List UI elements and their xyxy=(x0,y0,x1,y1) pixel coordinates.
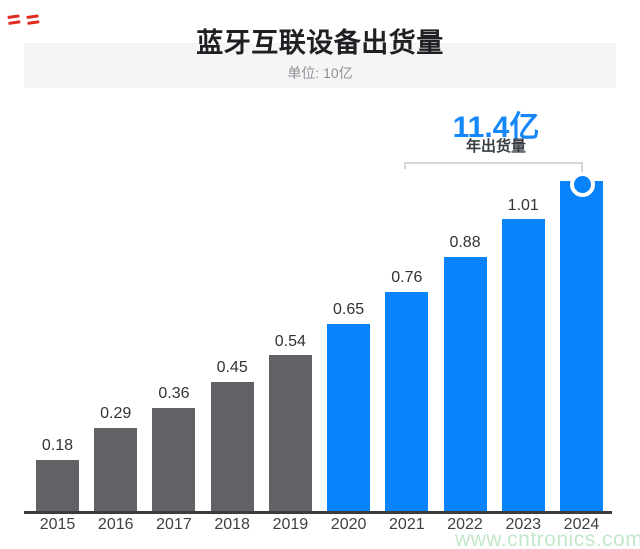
bar-2022 xyxy=(443,256,487,512)
bar-2017 xyxy=(152,407,196,512)
chart-unit-subtitle: 单位: 10亿 xyxy=(287,65,353,81)
bar-2023 xyxy=(501,219,545,512)
x-tick-label-2020: 2020 xyxy=(330,516,367,533)
x-tick-label-2017: 2017 xyxy=(156,516,192,533)
x-tick-label-2019: 2019 xyxy=(272,516,309,533)
bar-value-label-2018: 0.45 xyxy=(216,359,248,376)
x-tick-label-2023: 2023 xyxy=(505,516,542,533)
x-tick-label-2016: 2016 xyxy=(97,516,134,533)
callout-leader-tick-left xyxy=(404,162,406,169)
title-band xyxy=(24,43,616,88)
x-tick-label-2022: 2022 xyxy=(447,516,483,533)
highlight-dot-marker xyxy=(570,172,595,197)
bar-2024 xyxy=(559,181,603,512)
bar-2021 xyxy=(385,291,429,512)
callout-value: 11.4亿 xyxy=(452,111,540,144)
bar-value-label-2019: 0.54 xyxy=(274,332,306,350)
x-tick-label-2015: 2015 xyxy=(39,516,76,533)
bar-value-label-2021: 0.76 xyxy=(391,269,423,287)
x-tick-label-2018: 2018 xyxy=(214,516,250,533)
bar-2015 xyxy=(36,459,79,512)
bar-value-label-2015: 0.18 xyxy=(41,437,74,455)
x-tick-label-2021: 2021 xyxy=(389,516,425,533)
callout-leader-line xyxy=(404,162,583,164)
bar-value-label-2017: 0.36 xyxy=(158,385,190,403)
bar-2018 xyxy=(210,381,254,512)
bar-value-label-2023: 1.01 xyxy=(507,196,539,214)
bar-value-label-2016: 0.29 xyxy=(100,405,132,423)
bar-value-label-2020: 0.65 xyxy=(333,301,365,318)
bar-value-label-2022: 0.88 xyxy=(449,234,481,252)
bar-2020 xyxy=(327,323,371,512)
bar-2019 xyxy=(268,355,312,512)
callout-label: 年出货量 xyxy=(465,138,526,155)
watermark-text: www.cntronics.com xyxy=(455,528,640,549)
x-axis-line xyxy=(24,511,612,514)
x-tick-label-2024: 2024 xyxy=(563,516,600,533)
bar-2016 xyxy=(94,427,138,512)
callout-leader-tick-right xyxy=(581,162,583,173)
chart-title: 蓝牙互联设备出货量 xyxy=(196,28,444,58)
